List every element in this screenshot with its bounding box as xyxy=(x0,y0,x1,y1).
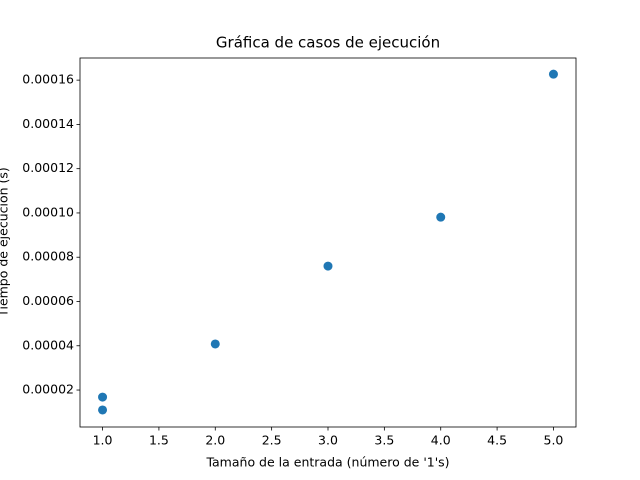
y-tick-label: 0.00012 xyxy=(22,160,74,175)
y-axis-label: Tiempo de ejecución (s) xyxy=(0,167,11,318)
y-tick-label: 0.00004 xyxy=(22,337,74,352)
chart-title: Gráfica de casos de ejecución xyxy=(216,34,440,52)
point xyxy=(436,212,446,222)
y-tick-label: 0.00010 xyxy=(22,204,74,219)
x-axis-label: Tamaño de la entrada (número de '1's) xyxy=(205,455,449,470)
x-tick-label: 5.0 xyxy=(544,433,564,448)
x-tick-label: 3.0 xyxy=(318,433,338,448)
x-tick-label: 2.5 xyxy=(262,433,282,448)
y-tick-label: 0.00002 xyxy=(22,382,74,397)
point xyxy=(98,392,108,402)
point xyxy=(323,261,333,271)
y-tick-label: 0.00006 xyxy=(22,293,74,308)
point xyxy=(548,69,558,79)
y-tick-label: 0.00014 xyxy=(22,116,74,131)
point xyxy=(210,339,220,349)
point xyxy=(98,405,108,415)
x-tick-label: 1.5 xyxy=(149,433,169,448)
x-tick-label: 2.0 xyxy=(205,433,225,448)
y-tick-label: 0.00016 xyxy=(22,72,74,87)
x-tick-label: 4.0 xyxy=(431,433,451,448)
x-tick-label: 3.5 xyxy=(374,433,394,448)
y-tick-label: 0.00008 xyxy=(22,249,74,264)
x-tick-label: 4.5 xyxy=(487,433,507,448)
x-tick-label: 1.0 xyxy=(93,433,113,448)
